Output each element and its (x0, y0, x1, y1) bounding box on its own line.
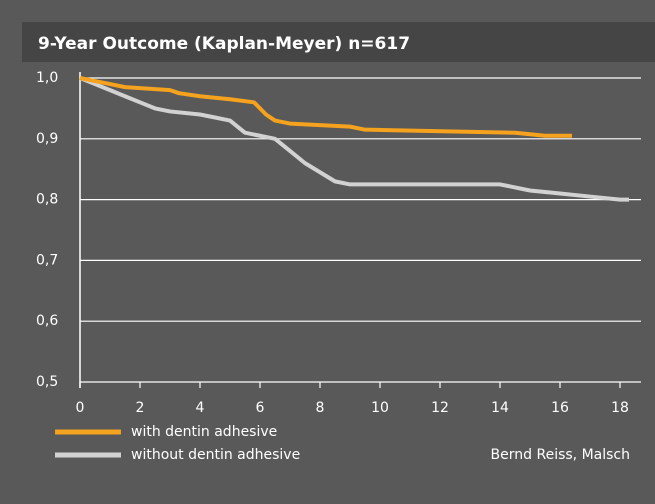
y-tick-label: 0,5 (36, 374, 58, 390)
y-tick-label: 0,7 (36, 252, 58, 268)
y-tick-label: 0,9 (36, 131, 58, 147)
series-line (79, 76, 572, 138)
x-tick-label: 10 (371, 400, 389, 416)
legend-label: with dentin adhesive (131, 424, 277, 440)
legend-label: without dentin adhesive (131, 447, 300, 463)
x-tick-label: 0 (76, 400, 85, 416)
chart-title: 9-Year Outcome (Kaplan-Meyer) n=617 (38, 34, 410, 54)
x-tick-label: 6 (256, 400, 265, 416)
source: Bernd Reiss, Malsch (491, 447, 630, 463)
y-tick-label: 1,0 (36, 70, 58, 86)
y-tick-label: 0,6 (36, 313, 58, 329)
x-tick-label: 12 (431, 400, 449, 416)
y-tick-label: 0,8 (36, 192, 58, 208)
series-line (79, 76, 629, 202)
x-tick-label: 16 (551, 400, 569, 416)
x-tick-label: 18 (611, 400, 629, 416)
x-tick-label: 2 (136, 400, 145, 416)
x-tick-label: 4 (196, 400, 205, 416)
x-tick-label: 14 (491, 400, 509, 416)
title-bar (22, 22, 655, 62)
x-tick-label: 8 (316, 400, 325, 416)
